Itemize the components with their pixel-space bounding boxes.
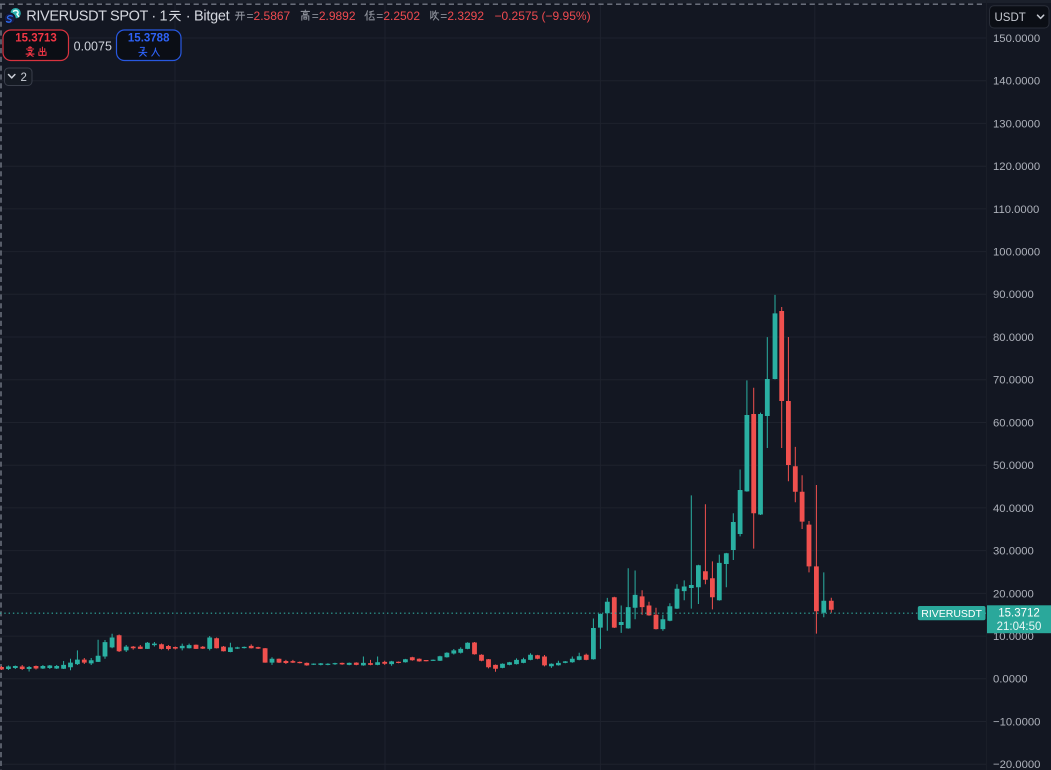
svg-text:110.0000: 110.0000 xyxy=(993,204,1039,216)
svg-text:−20.0000: −20.0000 xyxy=(993,759,1040,770)
svg-text:−10.0000: −10.0000 xyxy=(993,716,1040,728)
svg-text:RIVERUSDT: RIVERUSDT xyxy=(921,608,982,620)
svg-text:130.0000: 130.0000 xyxy=(993,118,1040,130)
svg-text:−0.2575 (−9.95%): −0.2575 (−9.95%) xyxy=(495,9,591,23)
svg-text:15.3712: 15.3712 xyxy=(998,607,1040,619)
svg-text:0.0075: 0.0075 xyxy=(74,40,112,54)
svg-text:21:04:50: 21:04:50 xyxy=(997,621,1042,633)
svg-text:150.0000: 150.0000 xyxy=(993,33,1040,45)
svg-text:USDT: USDT xyxy=(995,12,1026,24)
svg-text:=2.5867: =2.5867 xyxy=(247,9,291,23)
svg-text:90.0000: 90.0000 xyxy=(993,289,1034,301)
svg-text:100.0000: 100.0000 xyxy=(993,247,1040,259)
svg-text:50.0000: 50.0000 xyxy=(993,460,1034,472)
svg-text:120.0000: 120.0000 xyxy=(993,161,1040,173)
svg-text:15.3713: 15.3713 xyxy=(15,33,57,45)
svg-text:· Bitget: · Bitget xyxy=(186,8,230,24)
svg-text:80.0000: 80.0000 xyxy=(993,332,1034,344)
svg-text:70.0000: 70.0000 xyxy=(993,375,1034,387)
svg-text:40.0000: 40.0000 xyxy=(993,503,1034,515)
svg-text:30.0000: 30.0000 xyxy=(993,546,1034,558)
svg-text:15.3788: 15.3788 xyxy=(128,33,170,45)
svg-text:2: 2 xyxy=(21,72,27,84)
svg-text:0.0000: 0.0000 xyxy=(993,674,1028,686)
svg-text:=2.3292: =2.3292 xyxy=(440,9,484,23)
svg-text:10.0000: 10.0000 xyxy=(993,631,1034,643)
svg-text:=2.2502: =2.2502 xyxy=(376,9,420,23)
svg-text:RIVERUSDT SPOT · 1: RIVERUSDT SPOT · 1 xyxy=(26,8,167,24)
svg-text:20.0000: 20.0000 xyxy=(993,588,1034,600)
svg-text:140.0000: 140.0000 xyxy=(993,76,1040,88)
svg-text:60.0000: 60.0000 xyxy=(993,417,1034,429)
svg-text:=2.9892: =2.9892 xyxy=(312,9,356,23)
